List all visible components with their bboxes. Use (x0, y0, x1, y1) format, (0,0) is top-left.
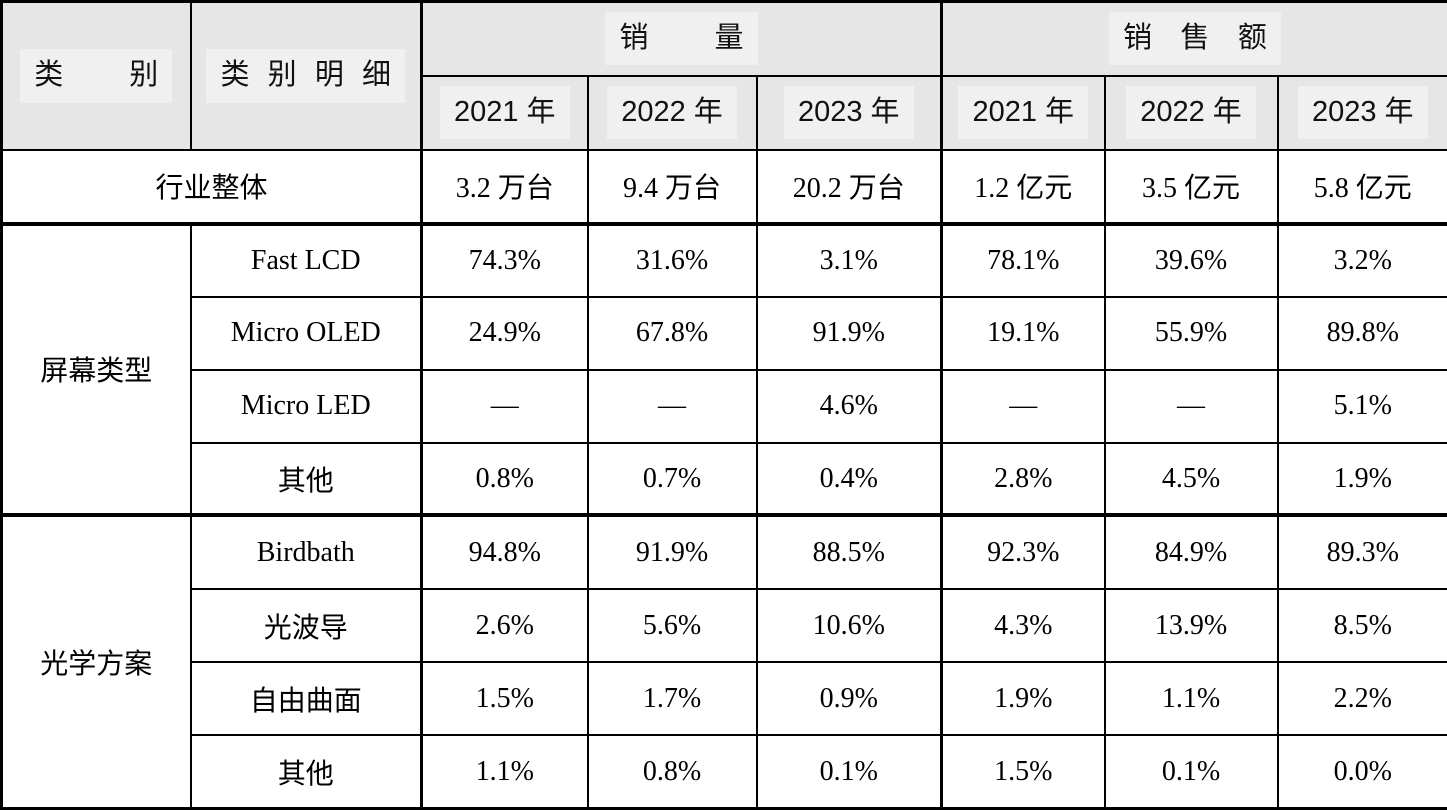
cell-volume-2023: 4.6% (755, 368, 943, 444)
header-row-years: 2021 年 2022 年 2023 年 2021 年 2022 年 2023 … (2, 74, 1447, 151)
cell-amount-2023: 2.2% (1276, 661, 1447, 737)
cell-volume-2023: 0.9% (755, 661, 943, 737)
row-label: Micro OLED (189, 295, 423, 371)
group-label-screen-type: 屏幕类型 (0, 222, 192, 518)
table-row-birdbath: 光学方案 Birdbath 94.8% 91.9% 88.5% 92.3% 84… (0, 513, 1447, 810)
header-year-amount-2021: 2021 年 (940, 74, 1106, 151)
industry-amount-2021: 1.2 亿元 (940, 148, 1106, 226)
row-label: Fast LCD (189, 222, 423, 298)
cell-amount-2021: — (940, 368, 1106, 444)
cell-volume-2023: 10.6% (755, 588, 943, 664)
header-year-amount-2023: 2023 年 (1276, 74, 1447, 151)
cell-amount-2023: 89.8% (1276, 295, 1447, 371)
cell-amount-2021: 78.1% (940, 222, 1106, 298)
cell-volume-2022: 5.6% (586, 588, 758, 664)
cell-amount-2023: 1.9% (1276, 441, 1447, 518)
industry-volume-2023: 20.2 万台 (755, 148, 943, 226)
cell-amount-2022: 1.1% (1103, 661, 1279, 737)
cell-volume-2022: 0.8% (586, 734, 758, 810)
cell-volume-2023: 0.4% (755, 441, 943, 518)
cell-volume-2023: 0.1% (755, 734, 943, 810)
cell-volume-2022: 67.8% (586, 295, 758, 371)
row-label: Birdbath (189, 513, 423, 591)
cell-amount-2023: 0.0% (1276, 734, 1447, 810)
cell-volume-2022: 0.7% (586, 441, 758, 518)
cell-amount-2021: 1.5% (940, 734, 1106, 810)
cell-amount-2021: 2.8% (940, 441, 1106, 518)
row-label: 其他 (189, 441, 423, 518)
header-category-detail: 类 别 明 细 (189, 0, 423, 151)
cell-amount-2022: 39.6% (1103, 222, 1279, 298)
cell-amount-2022: — (1103, 368, 1279, 444)
table-row-optics-other: 其他 1.1% 0.8% 0.1% 1.5% 0.1% 0.0% (2, 734, 1447, 810)
cell-amount-2023: 8.5% (1276, 588, 1447, 664)
cell-volume-2022: 1.7% (586, 661, 758, 737)
cell-amount-2022: 55.9% (1103, 295, 1279, 371)
cell-amount-2021: 19.1% (940, 295, 1106, 371)
cell-volume-2022: — (586, 368, 758, 444)
group-label-optical-solution: 光学方案 (0, 513, 192, 810)
industry-amount-2022: 3.5 亿元 (1103, 148, 1279, 226)
cell-amount-2022: 0.1% (1103, 734, 1279, 810)
header-category-detail-label: 类 别 明 细 (206, 49, 406, 103)
cell-volume-2022: 31.6% (586, 222, 758, 298)
header-year-volume-2023: 2023 年 (755, 74, 943, 151)
header-category-label: 类 别 (20, 49, 173, 103)
table-row-industry-overall: 行业整体 3.2 万台 9.4 万台 20.2 万台 1.2 亿元 3.5 亿元… (0, 148, 1447, 226)
table-row-waveguide: 光波导 2.6% 5.6% 10.6% 4.3% 13.9% 8.5% (2, 588, 1447, 664)
table-row-freeform: 自由曲面 1.5% 1.7% 0.9% 1.9% 1.1% 2.2% (2, 661, 1447, 737)
row-label: 光波导 (189, 588, 423, 664)
cell-volume-2021: 1.5% (420, 661, 589, 737)
cell-volume-2023: 91.9% (755, 295, 943, 371)
cell-volume-2021: 74.3% (420, 222, 589, 298)
header-row-groups: 类 别 类 别 明 细 销 量 销 售 额 (0, 0, 1447, 151)
cell-volume-2021: — (420, 368, 589, 444)
cell-amount-2022: 13.9% (1103, 588, 1279, 664)
table-row-micro-led: Micro LED — — 4.6% — — 5.1% (2, 368, 1447, 444)
industry-amount-2023: 5.8 亿元 (1276, 148, 1447, 226)
cell-volume-2021: 1.1% (420, 734, 589, 810)
table-row-fast-lcd: 屏幕类型 Fast LCD 74.3% 31.6% 3.1% 78.1% 39.… (0, 222, 1447, 518)
row-label: 自由曲面 (189, 661, 423, 737)
header-category: 类 别 (0, 0, 192, 151)
header-sales-amount-label: 销 售 额 (1109, 12, 1281, 66)
cell-amount-2023: 3.2% (1276, 222, 1447, 298)
industry-volume-2022: 9.4 万台 (586, 148, 758, 226)
cell-amount-2023: 5.1% (1276, 368, 1447, 444)
cell-amount-2023: 89.3% (1276, 513, 1447, 591)
cell-amount-2022: 4.5% (1103, 441, 1279, 518)
header-year-volume-2021: 2021 年 (420, 74, 589, 151)
table-row-micro-oled: Micro OLED 24.9% 67.8% 91.9% 19.1% 55.9%… (2, 295, 1447, 371)
cell-amount-2021: 1.9% (940, 661, 1106, 737)
cell-amount-2022: 84.9% (1103, 513, 1279, 591)
cell-volume-2021: 94.8% (420, 513, 589, 591)
header-year-amount-2022: 2022 年 (1103, 74, 1279, 151)
header-sales-volume-label: 销 量 (605, 12, 758, 66)
header-sales-volume-group: 销 量 (420, 0, 943, 77)
industry-overall-label: 行业整体 (0, 148, 423, 226)
cell-volume-2022: 91.9% (586, 513, 758, 591)
cell-amount-2021: 92.3% (940, 513, 1106, 591)
header-year-volume-2022: 2022 年 (586, 74, 758, 151)
row-label: 其他 (189, 734, 423, 810)
header-sales-amount-group: 销 售 额 (940, 0, 1447, 77)
cell-volume-2023: 88.5% (755, 513, 943, 591)
cell-volume-2021: 24.9% (420, 295, 589, 371)
table-row-screen-other: 其他 0.8% 0.7% 0.4% 2.8% 4.5% 1.9% (2, 441, 1447, 518)
cell-amount-2021: 4.3% (940, 588, 1106, 664)
cell-volume-2023: 3.1% (755, 222, 943, 298)
row-label: Micro LED (189, 368, 423, 444)
cell-volume-2021: 0.8% (420, 441, 589, 518)
cell-volume-2021: 2.6% (420, 588, 589, 664)
industry-volume-2021: 3.2 万台 (420, 148, 589, 226)
